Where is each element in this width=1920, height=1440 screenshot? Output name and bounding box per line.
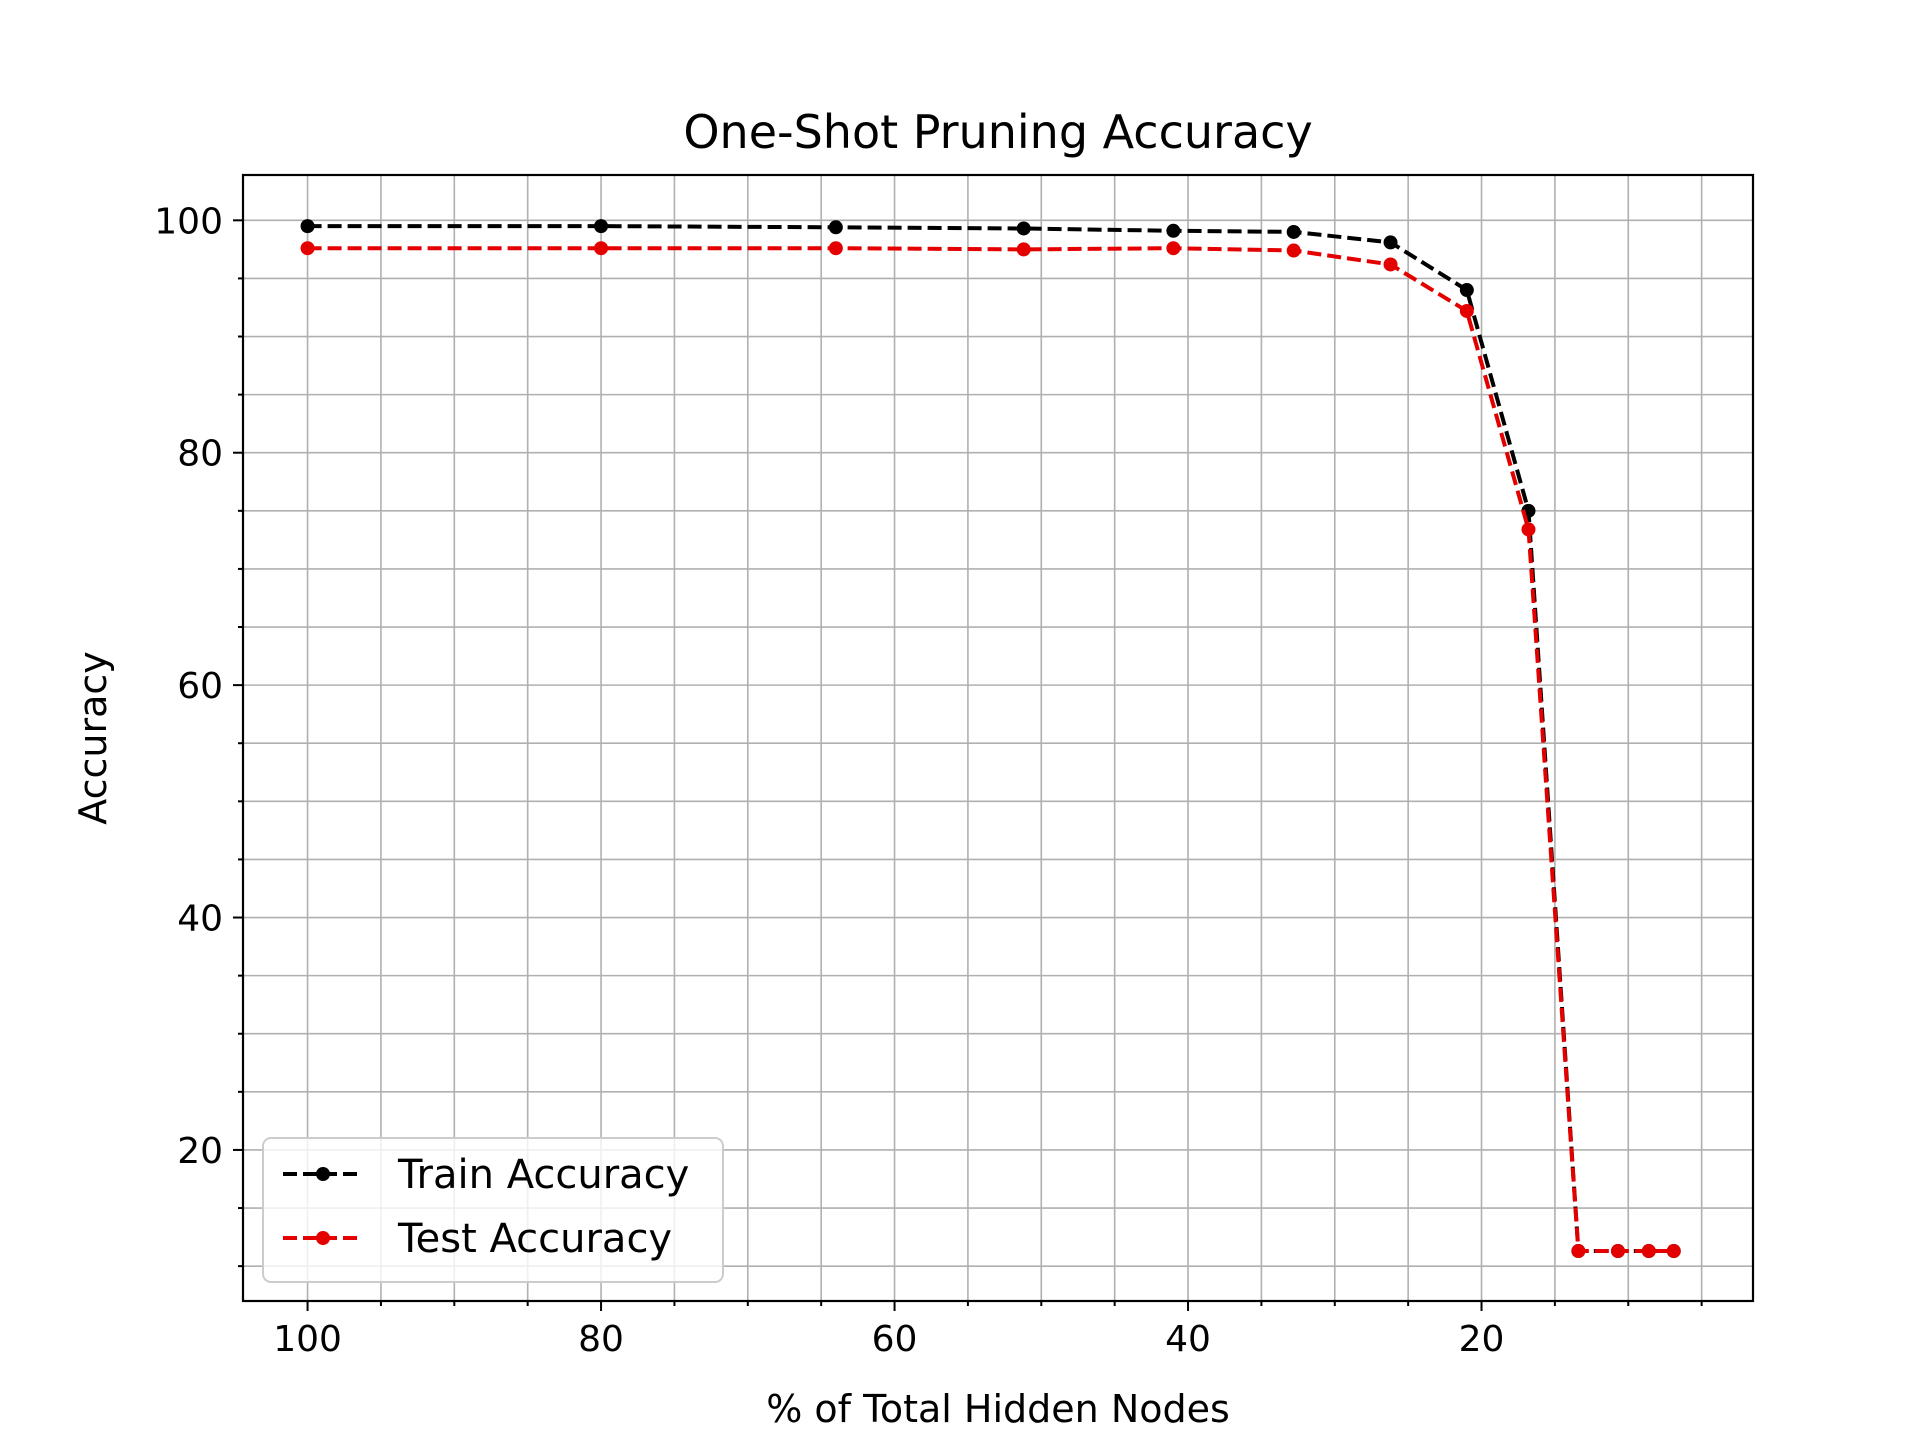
grid <box>243 175 1753 1301</box>
data-point-test-accuracy <box>1016 242 1031 257</box>
legend-marker-train <box>316 1167 330 1181</box>
chart-title: One-Shot Pruning Accuracy <box>683 105 1312 159</box>
data-point-test-accuracy <box>1521 522 1536 537</box>
data-point-train-accuracy <box>828 220 843 235</box>
y-tick-label: 80 <box>177 434 223 475</box>
y-axis-label: Accuracy <box>71 651 115 825</box>
data-point-train-accuracy <box>1383 235 1398 250</box>
data-point-test-accuracy <box>594 241 609 256</box>
data-point-train-accuracy <box>1459 283 1474 298</box>
x-tick-label: 80 <box>578 1319 624 1360</box>
legend-frame <box>262 1137 724 1283</box>
data-point-train-accuracy <box>1286 224 1301 239</box>
data-point-test-accuracy <box>1166 241 1181 256</box>
legend-label-test: Test Accuracy <box>397 1216 672 1262</box>
x-tick-label: 20 <box>1459 1319 1505 1360</box>
data-point-test-accuracy <box>1610 1244 1625 1259</box>
legend: Train Accuracy Test Accuracy <box>262 1137 724 1283</box>
y-tick-label: 20 <box>177 1131 223 1172</box>
series-layer <box>300 219 1681 1259</box>
y-tick-label: 100 <box>154 201 223 242</box>
legend-label-train: Train Accuracy <box>397 1152 689 1198</box>
x-tick-label: 60 <box>872 1319 918 1360</box>
y-tick-label: 40 <box>177 899 223 940</box>
x-tick-label: 100 <box>273 1319 342 1360</box>
x-tick-label: 40 <box>1165 1319 1211 1360</box>
axis-ticks: 100 80 60 40 20 20 40 60 80 100 <box>154 201 1703 1360</box>
data-point-test-accuracy <box>828 241 843 256</box>
y-tick-label: 60 <box>177 666 223 707</box>
data-point-test-accuracy <box>1286 243 1301 258</box>
plot-background <box>243 175 1753 1301</box>
data-point-test-accuracy <box>300 241 315 256</box>
data-point-test-accuracy <box>1383 257 1398 272</box>
x-axis-label: % of Total Hidden Nodes <box>766 1387 1230 1431</box>
data-point-test-accuracy <box>1571 1244 1586 1259</box>
data-point-test-accuracy <box>1641 1244 1656 1259</box>
data-point-test-accuracy <box>1666 1244 1681 1259</box>
data-point-train-accuracy <box>1016 221 1031 236</box>
plot-frame <box>241 173 1755 1303</box>
data-point-train-accuracy <box>300 219 315 234</box>
data-point-train-accuracy <box>1166 223 1181 238</box>
data-point-train-accuracy <box>594 219 609 234</box>
legend-marker-test <box>316 1231 330 1245</box>
data-point-test-accuracy <box>1459 303 1474 318</box>
